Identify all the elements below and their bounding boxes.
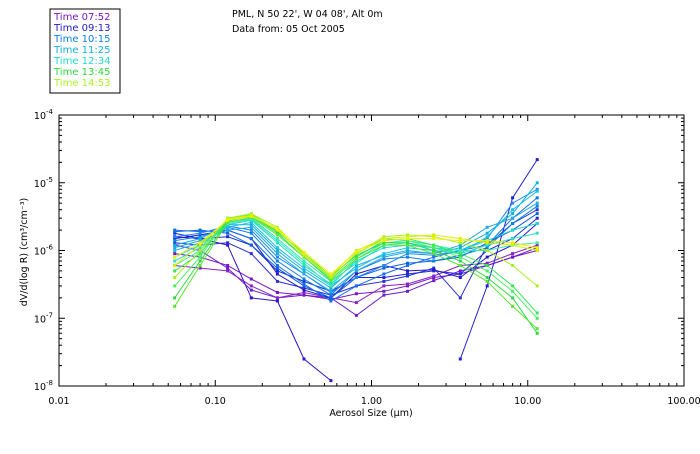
y-tick-label: 10-4 [34,108,54,122]
legend-entry: Time 12:34 [53,56,110,67]
axis-ticks: 0.01 0.10 1.00 10.00 100.00 10-8 10-7 10-6 10-5 1… [34,108,700,407]
series-line [173,214,539,276]
station-info: PML, N 50 22', W 04 08', Alt 0m [232,9,383,20]
series-path [174,250,538,300]
legend-entry: Time 14:53 [53,78,110,89]
y-tick-label: 10-6 [34,244,54,258]
series-line [173,201,539,293]
series-path [174,219,538,285]
legend-entry: Time 11:25 [53,45,110,56]
series-path [174,197,538,302]
y-tick-label: 10-8 [34,379,53,393]
y-axis-label: dV/d(log R) (cm³/cm⁻³) [19,198,30,307]
legend-entry: Time 10:15 [53,34,110,45]
x-tick-label: 100.00 [667,396,700,407]
x-tick-label: 0.01 [48,396,69,407]
legend-box [49,8,121,94]
series-path [174,215,538,275]
legend-entry: Time 13:45 [53,67,110,78]
x-tick-label: 10.00 [514,396,541,407]
series-group [173,158,539,383]
data-date: Data from: 05 Oct 2005 [232,24,345,35]
series-path [174,190,538,287]
x-axis-label: Aerosol Size (µm) [329,408,412,419]
x-tick-label: 1.00 [361,396,382,407]
series-line [173,181,539,290]
y-tick-label: 10-7 [34,311,53,325]
legend-entry: Time 09:13 [53,23,110,34]
series-path [174,213,538,287]
series-path [174,202,538,292]
series-path [174,216,538,330]
series-line [173,215,539,331]
series-path [174,182,538,289]
x-tick-label: 0.10 [205,396,226,407]
y-tick-label: 10-5 [34,176,53,190]
legend-entry: Time 07:52 [53,12,110,23]
